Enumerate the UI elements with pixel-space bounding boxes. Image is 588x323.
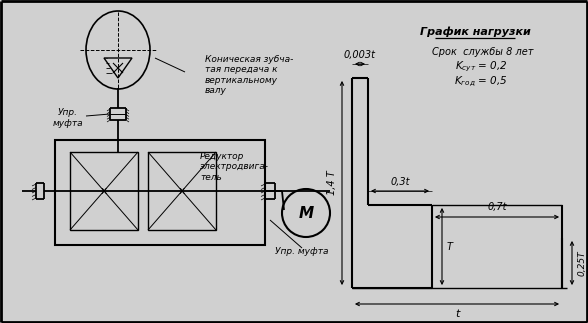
Bar [55, 140, 265, 245]
Text: Упр.
муфта: Упр. муфта [53, 108, 83, 128]
Text: 0,25Т: 0,25Т [577, 250, 586, 276]
Text: $\mathit{K}_{\mathit{год}}$ = 0,5: $\mathit{K}_{\mathit{год}}$ = 0,5 [454, 75, 508, 89]
Text: Редуктор
электродвига-
тель: Редуктор электродвига- тель [200, 152, 269, 182]
Text: T: T [447, 242, 453, 252]
Text: 0,003t: 0,003t [344, 50, 376, 60]
Text: График нагрузки: График нагрузки [420, 27, 530, 37]
Text: Коническая зубча-
тая передача к
вертикальному
валу: Коническая зубча- тая передача к вертика… [205, 55, 293, 95]
Text: М: М [299, 205, 313, 221]
Bar [148, 152, 216, 230]
Text: x: x [179, 186, 185, 196]
Bar [70, 152, 138, 230]
Text: 0,7t: 0,7t [487, 202, 507, 212]
Text: 0,3t: 0,3t [390, 177, 410, 187]
Text: 1,4 Т: 1,4 Т [327, 171, 337, 195]
Text: t: t [455, 309, 459, 319]
Text: $\mathit{K}_{\mathit{сут}}$ = 0,2: $\mathit{K}_{\mathit{сут}}$ = 0,2 [455, 60, 507, 74]
Text: x: x [101, 186, 108, 196]
Text: Упр. муфта: Упр. муфта [275, 247, 329, 256]
Text: Срок  службы 8 лет: Срок службы 8 лет [432, 47, 534, 57]
